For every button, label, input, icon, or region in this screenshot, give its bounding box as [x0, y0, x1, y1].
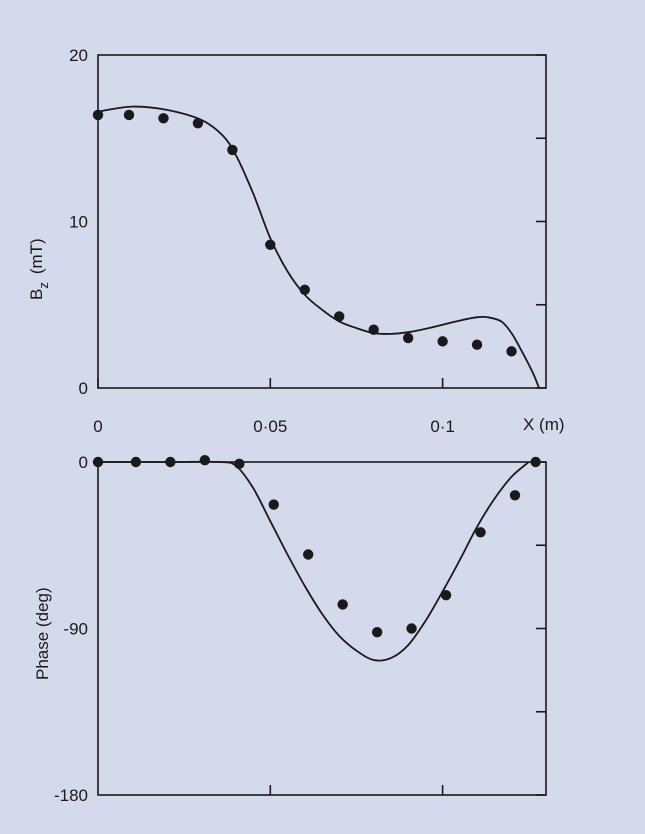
phase-ytick-label: -90 — [63, 620, 88, 639]
phase-series — [92, 454, 541, 662]
phase-theory-curve — [98, 460, 530, 662]
phase-data-point — [234, 458, 245, 470]
phase-data-point — [303, 549, 314, 560]
bz-data-point — [123, 109, 135, 121]
phase-data-point — [165, 456, 176, 468]
phase-ytick-label: 0 — [79, 453, 88, 472]
bz-series — [92, 105, 540, 389]
bz-ytick-label: 0 — [79, 379, 88, 398]
bz-data-point — [227, 144, 238, 156]
bz-xtick-label: 0·05 — [253, 417, 287, 436]
phase-data-point — [92, 456, 104, 468]
bz-plot-frame — [97, 54, 547, 389]
x-axis-label: X (m) — [523, 415, 565, 434]
bz-data-point — [368, 324, 379, 335]
bz-ytick-label: 10 — [69, 213, 88, 232]
bz-data-point — [402, 332, 414, 344]
bz-ticks: 0 10 20 0 0·05 0·1 — [69, 46, 546, 436]
phase-plot-frame — [97, 461, 547, 796]
bz-data-point — [471, 339, 483, 350]
phase-data-point — [371, 627, 383, 638]
phase-data-point — [530, 456, 541, 468]
bz-ylabel-sub: z — [36, 282, 51, 289]
bz-data-point — [506, 346, 517, 357]
bz-data-point — [158, 113, 169, 124]
bz-data-point — [92, 109, 104, 121]
bz-y-axis-label: Bz (mT) — [27, 238, 51, 300]
bz-xtick-label: 0·1 — [430, 417, 455, 436]
phase-data-point — [440, 590, 452, 601]
phase-data-point — [509, 490, 521, 501]
bz-ylabel-main: B — [27, 289, 46, 300]
phase-data-point — [475, 527, 486, 538]
bz-chart: 0 10 20 0 0·05 0·1 Bz (mT) X (m) — [27, 46, 565, 436]
bz-data-point — [334, 311, 345, 322]
bz-xtick-label: 0 — [93, 417, 102, 436]
phase-data-point — [199, 454, 211, 466]
bz-data-point — [265, 239, 276, 251]
phase-data-point — [268, 499, 279, 510]
phase-data-point — [406, 623, 417, 634]
phase-chart: 0 -90 -180 Phase (deg) — [33, 453, 547, 805]
phase-y-axis-label: Phase (deg) — [33, 587, 52, 680]
phase-ticks: 0 -90 -180 — [54, 453, 546, 805]
bz-data-point — [299, 284, 310, 295]
bz-ylabel-unit: (mT) — [27, 238, 46, 274]
phase-ytick-label: -180 — [54, 786, 88, 805]
phase-data-point — [130, 456, 142, 468]
bz-data-point — [437, 336, 448, 347]
bz-data-point — [192, 118, 204, 129]
phase-data-point — [337, 599, 348, 610]
bz-ytick-label: 20 — [69, 46, 88, 65]
bz-theory-curve — [97, 105, 540, 389]
